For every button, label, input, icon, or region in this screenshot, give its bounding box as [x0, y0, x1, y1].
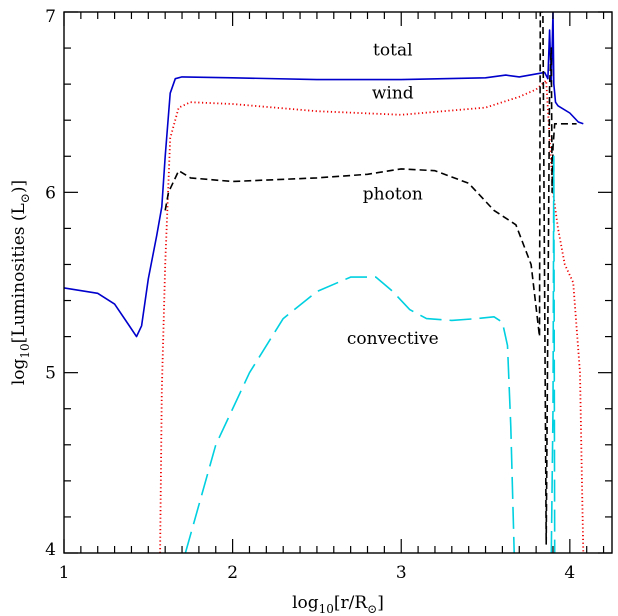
- x-tick-label: 4: [564, 563, 575, 583]
- y-tick-label: 5: [45, 364, 56, 384]
- x-tick-label: 3: [396, 563, 407, 583]
- annotations-layer: total wind photon convective: [347, 40, 439, 349]
- tick-labels-layer: 1 2 3 4 4 5 6 7: [45, 7, 575, 583]
- y-axis-label-log: log: [9, 358, 29, 385]
- y-tick-label: 6: [45, 183, 56, 203]
- y-axis-label-sub: 10: [18, 343, 32, 358]
- x-tick-label: 1: [59, 563, 70, 583]
- y-axis-label-close: )]: [9, 180, 29, 193]
- x-axis-label-sun: ⊙: [367, 602, 377, 616]
- curves-layer: [64, 12, 585, 553]
- plot-frame: [63, 11, 613, 554]
- x-axis-label-sub: 10: [319, 602, 334, 616]
- annotation-wind: wind: [372, 84, 414, 104]
- x-axis-label: log10[r/R⊙]: [292, 593, 384, 616]
- annotation-convective: convective: [347, 329, 439, 349]
- series-wind-line: [159, 79, 585, 553]
- x-axis-label-log: log: [292, 593, 319, 613]
- series-convective-line: [184, 276, 515, 553]
- y-axis-label-body: [Luminosities (L: [9, 203, 29, 343]
- series-convective-spike-line: [550, 155, 556, 553]
- x-axis-label-body: [r/R: [334, 593, 368, 613]
- ticks-layer: [63, 11, 612, 554]
- series-photon-line: [164, 12, 577, 545]
- x-axis-label-close: ]: [377, 593, 384, 613]
- series-total-line: [64, 12, 584, 338]
- annotation-photon: photon: [363, 185, 423, 205]
- x-tick-label: 2: [227, 563, 238, 583]
- y-tick-label: 4: [45, 540, 56, 560]
- y-axis-label-sun: ⊙: [18, 193, 32, 203]
- y-axis-label: log10[Luminosities (L⊙)]: [9, 180, 32, 385]
- y-tick-label: 7: [45, 7, 56, 27]
- annotation-total: total: [373, 40, 412, 60]
